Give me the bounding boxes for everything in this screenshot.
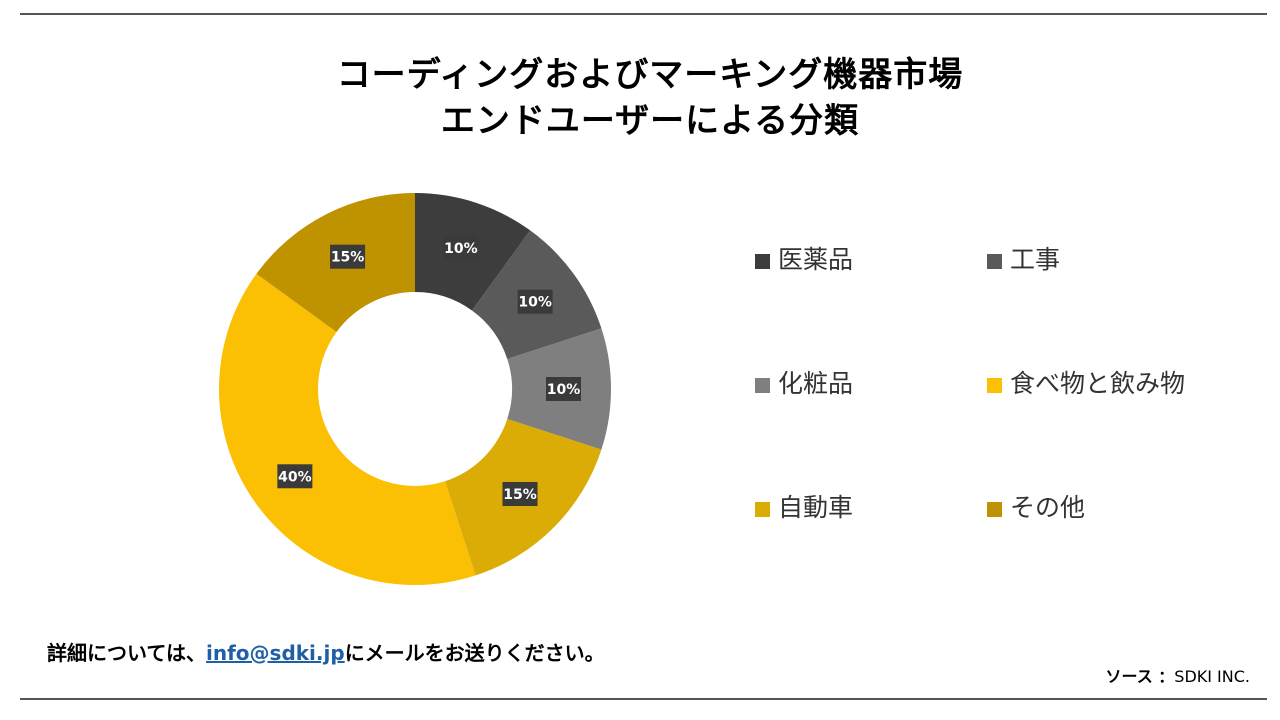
contact-email-link[interactable]: info@sdki.jp: [206, 641, 345, 665]
legend-swatch: [987, 254, 1002, 269]
legend-label: 化粧品: [778, 369, 854, 398]
source-credit: ソース ：SDKI INC.: [1106, 664, 1251, 690]
legend-swatch: [755, 378, 770, 393]
donut-chart: 10% 10% 10% 15% 40% 15%: [218, 193, 611, 585]
legend-swatch: [755, 502, 770, 517]
legend-label: 医薬品: [778, 245, 854, 274]
legend-label: その他: [1010, 493, 1086, 522]
donut-data-label-2: 10%: [517, 289, 553, 314]
legend-item-1: 医薬品: [755, 240, 987, 280]
legend-item-4: 食べ物と飲み物: [987, 364, 1219, 404]
donut-slice-5: [218, 273, 476, 585]
legend-item-3: 化粧品: [755, 364, 987, 404]
legend-item-5: 自動車: [755, 488, 987, 528]
data-label-box: [502, 482, 538, 507]
contact-note-prefix: 詳細については、: [47, 641, 206, 665]
legend-swatch: [987, 378, 1002, 393]
chart-title: コーディングおよびマーキング機器市場 エンドユーザーによる分類: [0, 52, 1280, 144]
legend-swatch: [987, 502, 1002, 517]
donut-data-label-1: 10%: [443, 235, 479, 260]
contact-note: 詳細については、info@sdki.jpにメールをお送りください。: [47, 638, 605, 668]
legend-item-2: 工事: [987, 240, 1219, 280]
data-label-text: 10%: [547, 382, 581, 398]
chart-title-line-2: エンドユーザーによる分類: [440, 101, 860, 141]
top-divider: [20, 13, 1267, 15]
data-label-box: [277, 464, 313, 489]
contact-note-suffix: にメールをお送りください。: [344, 641, 605, 665]
data-label-text: 15%: [331, 250, 365, 266]
legend-item-6: その他: [987, 488, 1219, 528]
data-label-box: [546, 377, 581, 401]
chart-legend: 医薬品 工事化粧品 食べ物と飲み物自動車 その他: [755, 240, 1225, 612]
donut-data-label-6: 15%: [330, 244, 366, 269]
source-label: ソース ：: [1105, 667, 1175, 686]
donut-data-label-5: 40%: [277, 464, 313, 489]
data-label-text: 15%: [503, 487, 537, 503]
data-label-box: [443, 235, 479, 260]
data-label-text: 40%: [278, 469, 312, 485]
legend-label: 自動車: [778, 493, 854, 522]
source-value: SDKI INC.: [1174, 667, 1250, 686]
legend-label: 食べ物と飲み物: [1010, 369, 1186, 398]
legend-label: 工事: [1010, 245, 1061, 274]
legend-swatch: [755, 254, 770, 269]
data-label-box: [330, 244, 366, 269]
data-label-text: 10%: [444, 241, 478, 257]
chart-title-line-1: コーディングおよびマーキング機器市場: [336, 55, 964, 95]
donut-data-label-4: 15%: [502, 482, 538, 507]
data-label-box: [517, 289, 553, 314]
data-label-text: 10%: [518, 295, 552, 311]
donut-data-label-3: 10%: [546, 377, 581, 401]
bottom-divider: [20, 698, 1267, 700]
